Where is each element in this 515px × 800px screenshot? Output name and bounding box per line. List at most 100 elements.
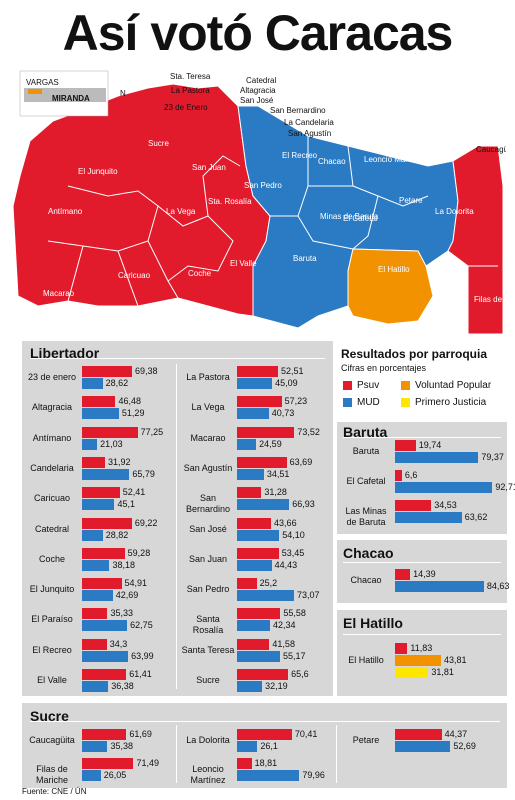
bar-mud	[395, 741, 451, 752]
bar-value-label: 28,62	[105, 378, 129, 388]
bar-value-label: 61,69	[129, 729, 152, 739]
bar-value-label: 32,19	[265, 681, 288, 691]
bar-psuv	[82, 758, 134, 769]
bar-category-label: San Pedro	[186, 584, 230, 595]
bar-value-label: 42,34	[273, 620, 296, 631]
panel-divider	[343, 562, 501, 563]
group-title: Baruta	[343, 424, 388, 440]
map-borders	[47, 136, 498, 307]
bar-category-label: El Hatillo	[348, 655, 384, 665]
bar-category-label: El Recreo	[32, 644, 72, 655]
panel-divider	[336, 725, 337, 783]
bar-category-label: San Bernardino	[185, 493, 231, 515]
bar-mud	[237, 559, 272, 571]
bar-value-label: 70,41	[294, 729, 318, 739]
group-title: Chacao	[343, 545, 394, 561]
map-label: 23 de Enero	[164, 103, 208, 112]
bar-value-label: 14,39	[413, 569, 436, 579]
bar-category-label: Baruta	[352, 446, 380, 456]
legend-label: Primero Justicia	[415, 397, 487, 408]
panel-el-hatillo	[337, 610, 507, 696]
legend-label: Psuv	[357, 380, 380, 391]
bar-value-label: 45,1	[117, 499, 135, 510]
bar-value-label: 63,62	[464, 512, 488, 522]
map-label: La Candelaria	[284, 118, 334, 127]
map-label: Caucagüita	[476, 145, 506, 154]
bar-value-label: 52,69	[453, 741, 476, 751]
inset-vargas: VARGAS	[26, 78, 59, 87]
bar-value-label: 26,05	[103, 770, 127, 780]
inset-miranda: MIRANDA	[52, 94, 90, 103]
bar-value-label: 28,82	[105, 529, 129, 540]
bar-mud	[82, 408, 119, 420]
bar-value-label: 52,51	[280, 366, 304, 376]
bar-value-label: 61,41	[129, 669, 152, 679]
bar-value-label: 40,73	[271, 408, 295, 419]
map-label: Caricuao	[118, 271, 151, 280]
bar-mud	[82, 620, 128, 632]
bar-mud	[82, 681, 109, 692]
bar-mud	[395, 482, 493, 493]
bar-mud	[82, 770, 101, 781]
bar-value-label: 38,18	[112, 559, 136, 570]
bar-value-label: 52,41	[122, 487, 146, 498]
bar-psuv	[237, 729, 292, 740]
bar-value-label: 54,10	[282, 529, 305, 540]
bar-psuv	[82, 638, 107, 650]
bar-category-label: 23 de enero	[27, 372, 77, 382]
bar-mud	[82, 499, 115, 511]
bar-psuv	[237, 517, 272, 529]
bar-category-label: Catedral	[34, 523, 70, 534]
bar-category-label: El Junquito	[29, 584, 75, 595]
bar-value-label: 6,6	[404, 470, 418, 480]
map-inset: VARGAS MIRANDA N	[19, 70, 126, 117]
bar-psuv	[237, 426, 295, 438]
bar-value-label: 31,92	[107, 456, 131, 467]
panel-chacao	[337, 540, 507, 603]
bar-category-label: Leoncio Martínez	[190, 764, 226, 785]
map-label: Altagracia	[240, 86, 276, 95]
bar-mud	[82, 650, 129, 662]
bar-mud	[82, 529, 103, 541]
map-label: San Pedro	[244, 181, 282, 190]
bar-category-label: Petare	[352, 735, 380, 745]
bar-category-label: Coche	[38, 553, 65, 564]
map-labels: Sta. Teresa La Pastora 23 de Enero Cated…	[43, 72, 506, 304]
bar-category-label: Santa Teresa	[181, 644, 235, 655]
north-arrow: N	[120, 89, 126, 98]
panel-divider	[343, 437, 501, 438]
bar-mud	[237, 770, 300, 781]
bar-voluntad	[395, 655, 441, 666]
bar-psuv	[82, 669, 127, 680]
bar-mud	[237, 681, 263, 692]
bar-category-label: El Valle	[37, 675, 67, 685]
bar-psuv	[82, 608, 108, 620]
bar-value-label: 54,91	[124, 578, 148, 589]
bar-value-label: 63,69	[289, 456, 313, 467]
bar-mud	[237, 620, 271, 632]
bar-value-label: 43,81	[444, 655, 467, 665]
bar-psuv	[82, 396, 116, 408]
bar-value-label: 35,38	[110, 741, 133, 751]
bar-value-label: 69,38	[134, 366, 158, 376]
bar-mud	[82, 590, 113, 602]
bar-value-label: 42,69	[115, 590, 139, 601]
bar-value-label: 24,59	[259, 438, 282, 449]
map-label: Filas de Mariche	[474, 295, 506, 304]
bar-category-label: La Dolorita	[186, 735, 230, 745]
bar-value-label: 77,25	[140, 426, 164, 437]
map-label: El Recreo	[282, 151, 318, 160]
bar-mud	[237, 650, 281, 662]
bar-psuv	[237, 578, 257, 590]
bar-value-label: 36,38	[111, 681, 134, 691]
bar-category-label: La Pastora	[186, 372, 230, 382]
bar-psuv	[82, 456, 105, 468]
map-label: Petare	[399, 196, 423, 205]
bar-mud	[237, 499, 290, 511]
bar-psuv	[395, 470, 402, 481]
map-label: Baruta	[293, 254, 317, 263]
bar-value-label: 25,2	[259, 578, 278, 589]
bar-mud	[395, 581, 484, 592]
bar-category-label: San Agustín	[183, 462, 233, 473]
bar-value-label: 79,37	[481, 452, 504, 462]
